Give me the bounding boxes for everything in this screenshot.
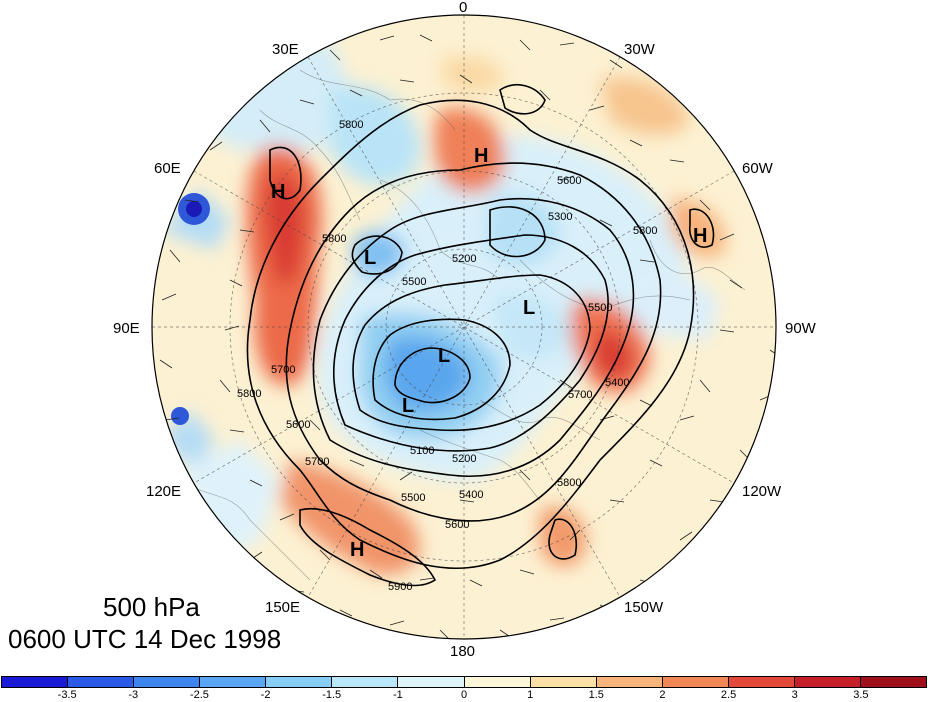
colorbar-swatch <box>266 677 333 687</box>
lon-label-90e: 90E <box>113 320 140 337</box>
contour-label: 5800 <box>633 225 658 237</box>
colorbar-tick-label: 2.5 <box>720 689 737 701</box>
colorbar-tick-label: 0 <box>460 689 468 701</box>
contour-label: 5600 <box>557 175 582 187</box>
colorbar-tick-label: -1.5 <box>322 689 342 701</box>
lon-label-150e: 150E <box>265 599 301 616</box>
contour-label: 5500 <box>402 276 427 288</box>
contour-label: 5700 <box>305 456 330 468</box>
low-center-marker: L <box>438 345 451 367</box>
colorbar-swatch <box>398 677 465 687</box>
colorbar-swatch <box>332 677 399 687</box>
high-center-marker: H <box>693 225 708 247</box>
lon-label-60e: 60E <box>154 160 181 177</box>
contour-label: 5800 <box>237 388 262 400</box>
contour-label: 5800 <box>322 233 347 245</box>
high-center-marker: H <box>271 181 286 203</box>
contour-label: 5400 <box>459 489 484 501</box>
high-center-marker: H <box>474 145 489 167</box>
lon-label-90w: 90W <box>785 320 816 337</box>
contour-label: 5600 <box>286 419 311 431</box>
colorbar-swatch <box>728 677 795 687</box>
colorbar-tick-label: 3 <box>791 689 798 701</box>
lon-label-0: 0 <box>459 0 468 16</box>
colorbar-swatch <box>861 677 927 687</box>
contour-label: 5800 <box>339 119 364 131</box>
colorbar-swatch <box>662 677 729 687</box>
lon-label-150w: 150W <box>624 599 664 616</box>
contour-label: 5100 <box>410 445 435 457</box>
low-center-marker: L <box>364 247 377 269</box>
contour-label: 5200 <box>452 453 477 465</box>
colorbar-tick-label: -1 <box>392 689 403 701</box>
contour-label: 5400 <box>605 377 630 389</box>
colorbar-swatch <box>200 677 267 687</box>
contour-label: 5700 <box>271 364 296 376</box>
colorbar-swatch <box>464 677 531 687</box>
contour-label: 5500 <box>588 302 613 314</box>
contour-label: 5800 <box>557 477 582 489</box>
height-contours <box>246 84 715 587</box>
colorbar-swatch <box>2 677 69 687</box>
anomaly-shading <box>152 15 776 639</box>
colorbar-tick-label: -2.5 <box>189 689 209 701</box>
colorbar-tick-label: -2 <box>260 689 271 701</box>
colorbar-tick-label: -3 <box>128 689 139 701</box>
contour-label: 5700 <box>568 389 593 401</box>
contour-label: 5200 <box>452 253 477 265</box>
lon-label-30e: 30E <box>272 41 299 58</box>
map-boundary <box>151 14 777 640</box>
lon-label-30w: 30W <box>624 41 655 58</box>
colorbar-tick-label: -3.5 <box>57 689 77 701</box>
contour-label: 5600 <box>445 519 470 531</box>
valid-time-title: 0600 UTC 14 Dec 1998 <box>8 624 282 654</box>
colorbar-swatch <box>68 677 135 687</box>
colorbar-tick-label: 1.5 <box>588 689 604 701</box>
high-center-marker: H <box>350 539 365 561</box>
low-center-marker: L <box>523 297 536 319</box>
contour-label: 5900 <box>388 581 413 593</box>
colorbar-tick-label: 1 <box>527 689 534 701</box>
pressure-level-title: 500 hPa <box>103 592 200 622</box>
low-center-marker: L <box>402 395 415 417</box>
colorbar-swatch <box>530 677 597 687</box>
colorbar-swatch <box>596 677 663 687</box>
colorbar-swatch <box>134 677 201 687</box>
lon-label-180: 180 <box>450 643 476 660</box>
contour-label: 5300 <box>548 211 573 223</box>
lon-label-60w: 60W <box>742 160 773 177</box>
lon-label-120w: 120W <box>742 483 782 500</box>
colorbar <box>1 676 927 688</box>
colorbar-swatch <box>794 677 862 687</box>
contour-label: 5500 <box>401 492 426 504</box>
colorbar-tick-label: 2 <box>659 689 666 701</box>
colorbar-tick-label: 3.5 <box>853 689 869 701</box>
lon-label-120e: 120E <box>146 483 182 500</box>
